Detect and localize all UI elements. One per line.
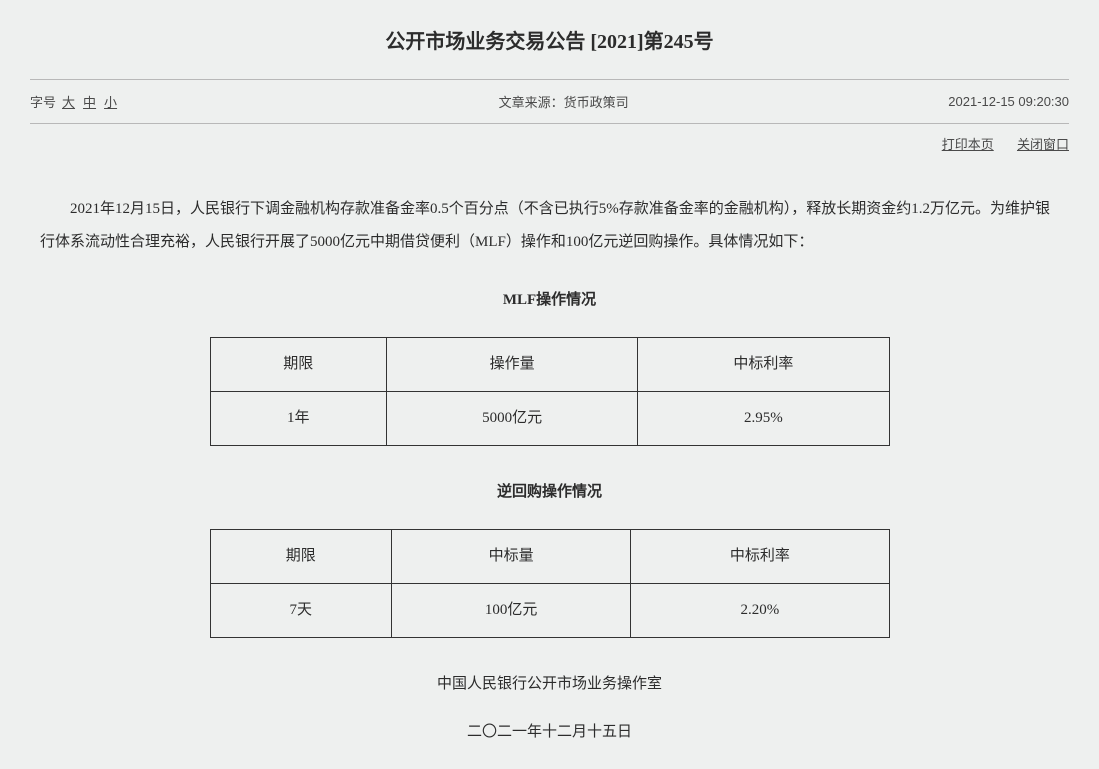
table-row: 7天 100亿元 2.20% <box>210 584 889 638</box>
reverse-repo-table: 期限 中标量 中标利率 7天 100亿元 2.20% <box>210 529 890 638</box>
footer-date: 二〇二一年十二月十五日 <box>40 716 1059 749</box>
table-header-cell: 中标量 <box>392 530 631 584</box>
table-cell: 2.20% <box>631 584 889 638</box>
font-small-link[interactable]: 小 <box>102 92 119 111</box>
article-source: 文章来源：货币政策司 <box>119 92 948 111</box>
mlf-table: 期限 操作量 中标利率 1年 5000亿元 2.95% <box>210 337 890 446</box>
table1-heading: MLF操作情况 <box>40 284 1059 317</box>
font-size-label: 字号 <box>30 92 56 111</box>
table-cell: 7天 <box>210 584 392 638</box>
font-medium-link[interactable]: 中 <box>81 92 98 111</box>
source-value: 货币政策司 <box>564 95 629 110</box>
close-link[interactable]: 关闭窗口 <box>1017 137 1069 152</box>
table-header-cell: 期限 <box>210 530 392 584</box>
page-title: 公开市场业务交易公告 [2021]第245号 <box>30 20 1069 79</box>
table-header-cell: 操作量 <box>387 338 638 392</box>
footer-org: 中国人民银行公开市场业务操作室 <box>40 668 1059 701</box>
font-large-link[interactable]: 大 <box>60 92 77 111</box>
table-header-row: 期限 操作量 中标利率 <box>210 338 889 392</box>
table-row: 1年 5000亿元 2.95% <box>210 392 889 446</box>
table-cell: 2.95% <box>638 392 889 446</box>
table-header-cell: 中标利率 <box>638 338 889 392</box>
print-link[interactable]: 打印本页 <box>942 137 994 152</box>
font-size-control: 字号 大 中 小 <box>30 92 119 111</box>
table-header-cell: 中标利率 <box>631 530 889 584</box>
table-cell: 100亿元 <box>392 584 631 638</box>
article-content: 2021年12月15日，人民银行下调金融机构存款准备金率0.5个百分点（不含已执… <box>30 173 1069 749</box>
table2-heading: 逆回购操作情况 <box>40 476 1059 509</box>
meta-bar: 字号 大 中 小 文章来源：货币政策司 2021-12-15 09:20:30 <box>30 80 1069 123</box>
page-actions: 打印本页 关闭窗口 <box>30 124 1069 173</box>
publish-timestamp: 2021-12-15 09:20:30 <box>948 94 1069 109</box>
table-cell: 5000亿元 <box>387 392 638 446</box>
table-header-row: 期限 中标量 中标利率 <box>210 530 889 584</box>
body-paragraph: 2021年12月15日，人民银行下调金融机构存款准备金率0.5个百分点（不含已执… <box>40 193 1059 259</box>
source-label: 文章来源： <box>499 95 564 110</box>
table-cell: 1年 <box>210 392 387 446</box>
table-header-cell: 期限 <box>210 338 387 392</box>
